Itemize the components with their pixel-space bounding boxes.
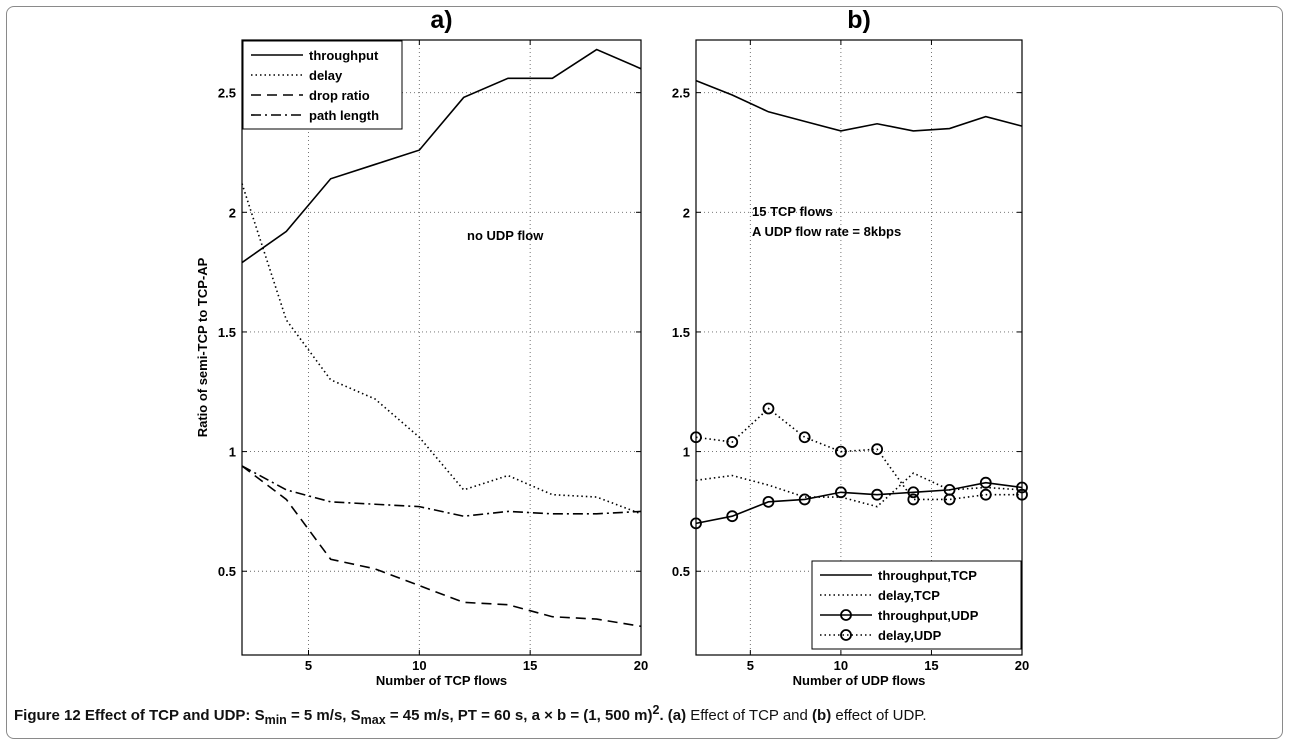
- caption-min-sub: min: [264, 713, 287, 727]
- plot-annotation-line: 15 TCP flows: [752, 204, 833, 219]
- panel-title: a): [430, 6, 452, 34]
- series-line-drop-ratio: [241, 465, 642, 628]
- series-line-throughput: [241, 48, 642, 264]
- plot-annotation: no UDP flow: [467, 228, 544, 243]
- y-tick-label: 0.5: [672, 564, 690, 579]
- y-tick-label: 1.5: [672, 325, 690, 340]
- axes-box: [241, 39, 642, 656]
- data-point: [834, 486, 847, 499]
- caption-lead-end: . (a): [659, 707, 687, 724]
- caption-mid: Effect of TCP and: [686, 707, 813, 724]
- series-line-path-length: [241, 465, 642, 518]
- series-line-delay: [241, 183, 642, 515]
- caption-sup: 2: [652, 703, 660, 717]
- x-tick-label: 5: [305, 658, 312, 673]
- y-axis-label: Ratio of semi-TCP to TCP-AP: [195, 257, 210, 437]
- data-point: [726, 510, 739, 523]
- data-point: [762, 402, 775, 415]
- caption-max-sub: max: [360, 713, 386, 727]
- y-tick-label: 1: [683, 445, 690, 460]
- legend-label: throughput,UDP: [878, 608, 979, 623]
- legend-label: throughput: [309, 48, 379, 63]
- caption-b-label: (b): [812, 707, 832, 724]
- legend-label: delay,TCP: [878, 588, 940, 603]
- data-point: [979, 476, 992, 489]
- series-line-delay-tcp: [695, 472, 1023, 508]
- caption-min-val: = 5 m/s, S: [286, 707, 361, 724]
- x-tick-label: 20: [1015, 658, 1029, 673]
- x-tick-label: 5: [747, 658, 754, 673]
- legend-label: drop ratio: [309, 88, 370, 103]
- axes-box: [695, 39, 1023, 656]
- x-tick-label: 10: [834, 658, 848, 673]
- series-line-delay-udp: [695, 407, 1022, 501]
- legend: throughput,TCP delay,TCP throughput,UDP del…: [811, 560, 1022, 650]
- y-tick-label: 2.5: [218, 86, 236, 101]
- data-point: [726, 436, 739, 448]
- legend-label: delay: [309, 68, 343, 83]
- x-tick-label: 15: [924, 658, 938, 673]
- plot-annotation-line: A UDP flow rate = 8kbps: [752, 224, 901, 239]
- x-axis-label: Number of TCP flows: [376, 673, 507, 688]
- panel-title: b): [847, 6, 871, 34]
- data-point: [907, 486, 920, 499]
- y-tick-label: 2.5: [672, 86, 690, 101]
- data-point: [871, 488, 884, 501]
- y-tick-label: 1.5: [218, 325, 236, 340]
- x-tick-label: 20: [634, 658, 648, 673]
- data-point: [798, 493, 811, 506]
- data-point: [979, 488, 992, 501]
- x-tick-label: 15: [523, 658, 537, 673]
- legend-label: throughput,TCP: [878, 568, 977, 583]
- legend: throughput delay drop ratio path length: [242, 40, 403, 130]
- legend-marker: [840, 629, 852, 641]
- data-point: [943, 493, 956, 506]
- figure-caption: Figure 12 Effect of TCP and UDP: Smin = …: [14, 703, 1279, 729]
- y-tick-label: 2: [229, 205, 236, 220]
- series-line-throughput-tcp: [695, 79, 1023, 132]
- legend-label: delay,UDP: [878, 628, 942, 643]
- data-point: [871, 443, 884, 456]
- chart-panel-1: b) 5 10 15 20 0.5 1 1.5 2 2.5 Number of UDP flows 1…: [672, 6, 1029, 688]
- caption-lead: Figure 12 Effect of TCP and UDP: S: [14, 707, 265, 724]
- chart-panel-0: a) 5 10 15 20 0.5 1 1.5 2 2.5 Number of TCP flows R…: [195, 6, 648, 688]
- legend-marker: [840, 609, 852, 621]
- x-tick-label: 10: [412, 658, 426, 673]
- legend-label: path length: [309, 108, 379, 123]
- y-tick-label: 2: [683, 205, 690, 220]
- figure-frame: [6, 6, 1283, 739]
- data-point: [762, 495, 775, 508]
- y-tick-label: 0.5: [218, 564, 236, 579]
- y-tick-label: 1: [229, 445, 236, 460]
- data-point: [798, 431, 811, 444]
- data-point: [834, 445, 847, 458]
- x-axis-label: Number of UDP flows: [793, 673, 926, 688]
- data-point: [907, 493, 920, 506]
- caption-tail: effect of UDP.: [831, 707, 927, 724]
- series-line-throughput-udp: [695, 481, 1023, 525]
- caption-max-val: = 45 m/s, PT = 60 s, a × b = (1, 500 m): [385, 707, 653, 724]
